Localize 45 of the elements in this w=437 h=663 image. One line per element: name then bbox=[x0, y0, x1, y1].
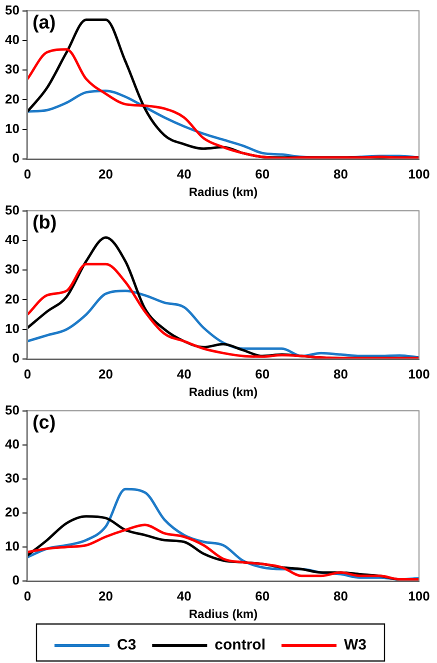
x-tick-label: 100 bbox=[408, 366, 430, 382]
legend-label: C3 bbox=[117, 636, 136, 654]
y-tick-label: 20 bbox=[4, 504, 20, 520]
x-tick-label: 60 bbox=[255, 166, 270, 182]
legend-label: W3 bbox=[344, 636, 366, 654]
x-tick-label: 80 bbox=[333, 166, 348, 182]
legend-label: control bbox=[214, 636, 266, 654]
y-tick-label: 40 bbox=[4, 436, 20, 452]
x-tick-label: 0 bbox=[24, 366, 32, 382]
x-tick-label: 40 bbox=[176, 588, 192, 604]
y-tick-label: 10 bbox=[4, 320, 20, 336]
y-tick-label: 20 bbox=[4, 291, 20, 306]
y-tick-label: 30 bbox=[4, 262, 20, 277]
y-tick-label: 40 bbox=[4, 232, 20, 248]
x-tick-label: 20 bbox=[98, 366, 113, 382]
x-tick-label: 80 bbox=[333, 588, 348, 604]
x-tick-label: 0 bbox=[24, 588, 32, 604]
y-tick-label: 0 bbox=[12, 150, 20, 166]
annotation: (a) bbox=[32, 12, 56, 34]
x-tick-label: 80 bbox=[333, 366, 348, 382]
x-axis-title: Radius (km) bbox=[188, 607, 258, 622]
x-tick-label: 0 bbox=[24, 166, 32, 182]
x-tick-label: 40 bbox=[176, 166, 192, 182]
annotation: (b) bbox=[32, 212, 57, 234]
annotation: (c) bbox=[32, 412, 56, 434]
x-axis-title: Radius (km) bbox=[188, 385, 258, 400]
y-tick-label: 20 bbox=[4, 91, 20, 106]
x-tick-label: 20 bbox=[98, 166, 113, 182]
y-tick-label: 30 bbox=[4, 470, 20, 486]
x-tick-label: 60 bbox=[255, 588, 270, 604]
y-tick-label: 50 bbox=[4, 202, 20, 218]
x-tick-label: 40 bbox=[176, 366, 192, 382]
y-tick-label: 0 bbox=[12, 350, 20, 366]
y-tick-label: 0 bbox=[12, 572, 20, 588]
x-tick-label: 60 bbox=[255, 366, 270, 382]
y-tick-label: 50 bbox=[4, 2, 20, 18]
y-tick-label: 30 bbox=[4, 62, 20, 77]
y-tick-label: 10 bbox=[4, 538, 20, 554]
x-tick-label: 100 bbox=[408, 166, 430, 182]
y-tick-label: 40 bbox=[4, 32, 20, 48]
y-tick-label: 50 bbox=[4, 402, 20, 418]
x-tick-label: 100 bbox=[408, 588, 430, 604]
x-tick-label: 20 bbox=[98, 588, 113, 604]
y-tick-label: 10 bbox=[4, 120, 20, 136]
x-axis-title: Radius (km) bbox=[188, 185, 258, 200]
